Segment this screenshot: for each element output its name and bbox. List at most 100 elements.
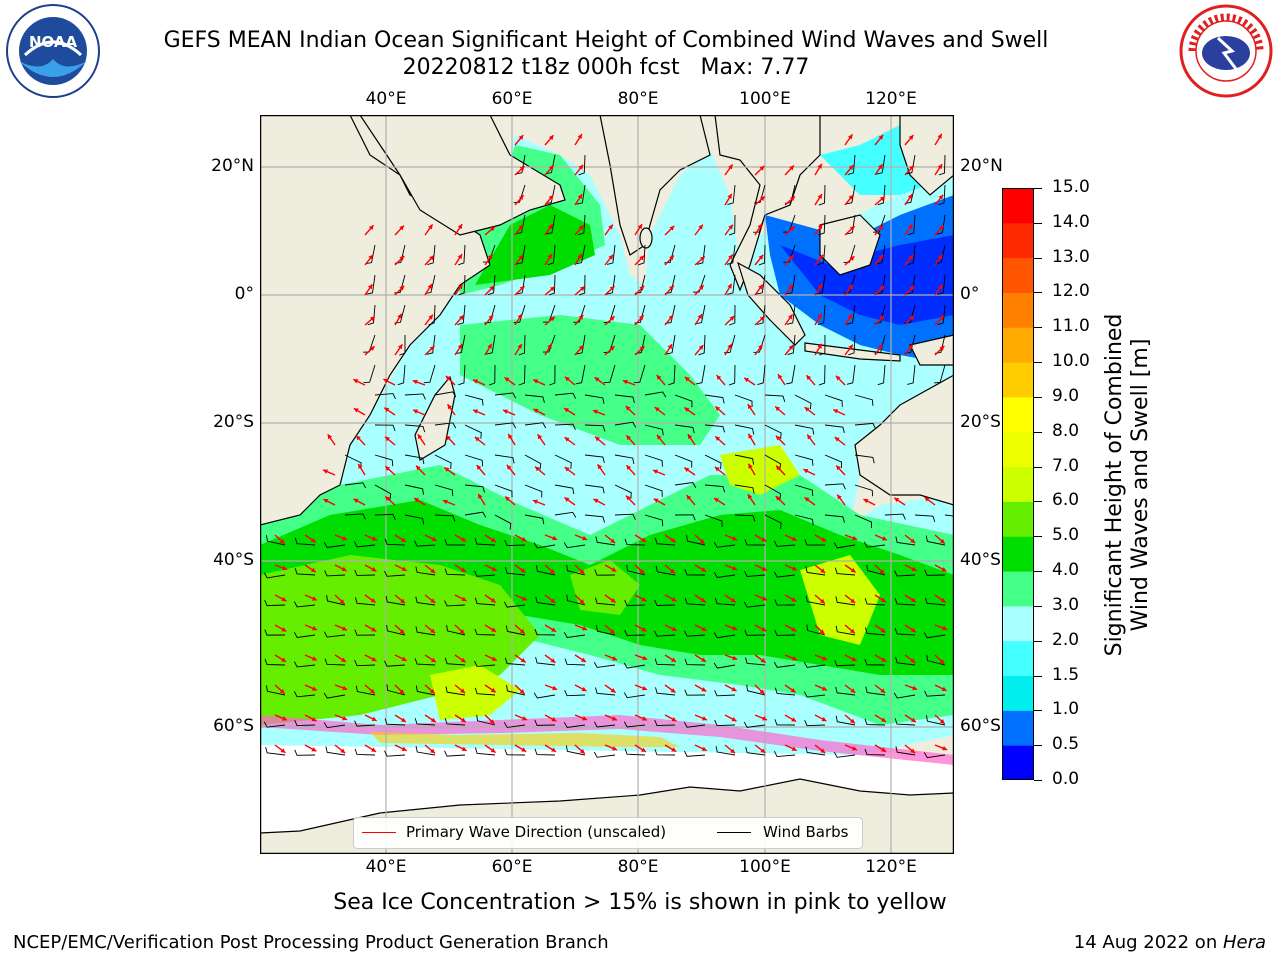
- wind-barb: [355, 597, 376, 606]
- wave-direction-arrowhead: [460, 657, 466, 663]
- wind-barb: [326, 594, 346, 606]
- wave-direction-arrowhead: [563, 408, 569, 413]
- wind-barb: [457, 304, 466, 325]
- wind-barb: [905, 154, 916, 175]
- wind-barb: [773, 571, 796, 578]
- wind-barb: [695, 364, 706, 385]
- wind-barb: [414, 658, 436, 666]
- wind-barb: [545, 214, 556, 235]
- wind-barb: [535, 596, 556, 606]
- wave-direction-arrowhead: [595, 436, 600, 442]
- wave-direction-arrowhead: [310, 567, 316, 573]
- colorbar-tick-mark: [1034, 396, 1042, 398]
- wave-direction-arrowhead: [748, 463, 753, 469]
- wave-direction-arrowhead: [806, 375, 812, 381]
- wave-direction-arrowhead: [698, 224, 703, 230]
- wind-barb: [549, 364, 556, 386]
- colorbar-tick-label: 2.0: [1052, 629, 1080, 650]
- lon-tick-bottom-60: 60°E: [491, 857, 533, 877]
- wave-direction-arrowhead: [401, 537, 407, 542]
- wave-direction-arrowhead: [341, 657, 347, 662]
- wind-barb: [654, 749, 676, 756]
- wind-barb: [734, 394, 753, 408]
- wind-barb: [684, 689, 706, 696]
- wind-barb: [894, 598, 916, 606]
- wind-barb: [524, 454, 542, 470]
- wind-barb: [674, 454, 693, 468]
- wind-barb: [533, 692, 556, 699]
- wind-barb: [506, 684, 526, 696]
- wave-direction-arrowhead: [878, 224, 884, 230]
- lat-tick-left-40s: 40°S: [213, 550, 254, 570]
- colorbar-tick-label: 14.0: [1052, 211, 1090, 232]
- wave-direction-arrowhead: [549, 569, 555, 574]
- wind-barb: [464, 511, 487, 518]
- wind-barb: [423, 364, 436, 384]
- wave-direction-arrowhead: [339, 599, 345, 604]
- wave-direction-arrowhead: [670, 568, 675, 574]
- wind-barb: [728, 214, 736, 236]
- wind-barb: [834, 567, 856, 576]
- colorbar-segment: [1002, 605, 1034, 642]
- wind-barb: [513, 184, 526, 203]
- wind-barb: [542, 334, 556, 353]
- wave-direction-arrowhead: [547, 253, 552, 259]
- wind-barb: [803, 661, 826, 668]
- wind-barb: [846, 214, 856, 235]
- wind-barb: [354, 660, 376, 667]
- wind-barb: [876, 274, 886, 295]
- colorbar-segment: [1002, 536, 1034, 572]
- wave-direction-arrowhead: [521, 536, 527, 542]
- wave-direction-arrowhead: [549, 286, 555, 292]
- wave-direction-arrowhead: [671, 626, 677, 631]
- wave-direction-arrowhead: [715, 406, 721, 412]
- colorbar-tick-mark: [1034, 780, 1042, 781]
- wave-direction-arrowhead: [537, 434, 543, 440]
- wave-direction-arrowhead: [652, 469, 658, 474]
- wave-direction-arrowhead: [547, 343, 552, 349]
- wave-direction-arrowhead: [399, 255, 405, 261]
- wind-barb: [344, 482, 367, 489]
- wind-barb: [264, 629, 286, 636]
- wind-barb: [385, 595, 406, 606]
- wave-direction-arrowhead: [519, 286, 525, 291]
- colorbar-segment: [1002, 710, 1034, 746]
- wave-direction-arrowhead: [758, 284, 763, 290]
- wind-barb: [873, 214, 886, 233]
- wave-direction-arrowhead: [280, 748, 286, 753]
- wave-direction-arrowhead: [385, 496, 391, 502]
- wind-barb: [785, 364, 796, 385]
- wave-direction-arrowhead: [626, 435, 632, 441]
- wave-direction-arrowhead: [762, 716, 768, 721]
- wind-barb: [594, 597, 616, 606]
- wind-barb: [644, 484, 663, 497]
- wave-direction-arrowhead: [579, 569, 585, 574]
- wave-direction-arrowhead: [371, 627, 377, 632]
- wind-barb: [554, 423, 576, 430]
- wave-direction-arrowhead: [353, 408, 359, 413]
- wave-direction-arrowhead: [728, 254, 733, 260]
- wave-direction-arrowhead: [940, 598, 946, 603]
- wave-direction-arrowhead: [582, 535, 588, 541]
- wave-direction-arrowhead: [611, 716, 617, 721]
- wave-direction-arrowhead: [550, 316, 555, 322]
- wave-direction-arrowhead: [626, 465, 632, 471]
- lat-tick-left-20n: 20°N: [211, 156, 254, 176]
- wave-direction-arrowhead: [837, 494, 842, 500]
- wind-barb: [764, 514, 782, 529]
- colorbar-segment: [1002, 222, 1034, 259]
- wind-barb: [414, 540, 436, 547]
- wind-barb: [734, 484, 755, 494]
- wind-barb: [323, 692, 346, 699]
- colorbar-tick-mark: [1034, 431, 1042, 433]
- wave-direction-arrowhead: [759, 316, 765, 322]
- wind-barb: [464, 484, 485, 493]
- wave-direction-arrowhead: [775, 406, 781, 412]
- wave-direction-arrowhead: [807, 434, 812, 440]
- wind-barb: [818, 364, 826, 386]
- wave-direction-arrowhead: [578, 225, 584, 231]
- wind-barb: [534, 748, 556, 756]
- wave-direction-arrowhead: [684, 376, 690, 382]
- wave-direction-arrowhead: [817, 163, 822, 169]
- wind-barb: [487, 274, 496, 296]
